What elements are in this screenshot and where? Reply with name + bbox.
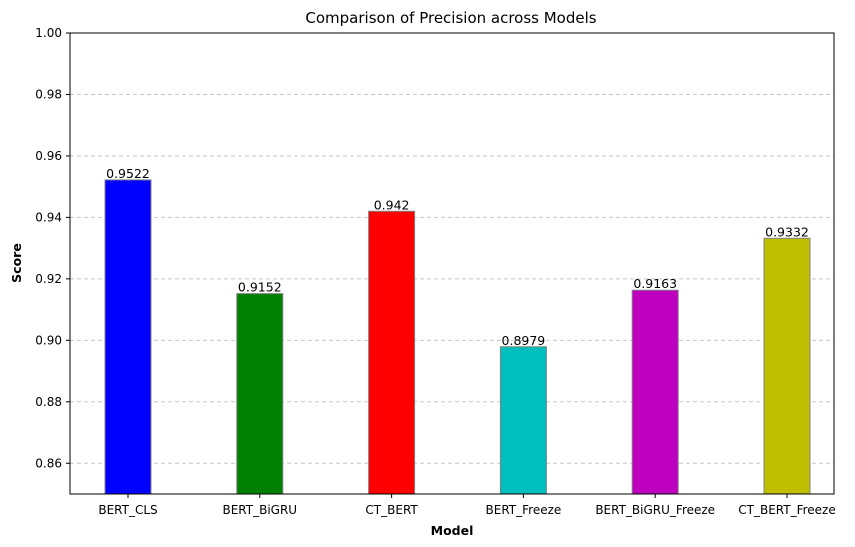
y-tick-label: 0.94 <box>35 210 62 224</box>
x-tick-label: BERT_BiGRU <box>222 503 297 517</box>
y-axis: 0.86 0.88 0.90 0.92 0.94 0.96 0.98 1.00 <box>35 26 70 470</box>
y-tick-label: 0.86 <box>35 456 62 470</box>
y-tick-label: 0.98 <box>35 87 62 101</box>
x-tick-label: BERT_Freeze <box>486 503 562 517</box>
y-tick-label: 0.92 <box>35 272 62 286</box>
y-tick-label: 0.88 <box>35 395 62 409</box>
bar-value-label: 0.9332 <box>765 224 809 239</box>
bar-value-label: 0.9522 <box>106 166 150 181</box>
bar-value-label: 0.942 <box>374 197 410 212</box>
bar-value-label: 0.9163 <box>633 276 677 291</box>
bars <box>104 179 811 495</box>
bar-value-label: 0.8979 <box>502 333 546 348</box>
x-tick-label: CT_BERT_Freeze <box>738 503 835 517</box>
y-axis-label: Score <box>9 243 24 283</box>
bar-bert-bigru <box>236 293 284 495</box>
y-tick-label: 0.96 <box>35 149 62 163</box>
chart-title: Comparison of Precision across Models <box>305 9 596 27</box>
y-tick-label: 1.00 <box>35 26 62 40</box>
x-tick-label: BERT_BiGRU_Freeze <box>595 503 715 517</box>
value-labels: 0.9522 0.9152 0.942 0.8979 0.9163 0.9332 <box>106 166 809 348</box>
bar-bert-freeze <box>499 346 547 495</box>
bar-ct-bert <box>368 210 416 495</box>
bar-bert-cls <box>104 179 152 495</box>
x-tick-label: BERT_CLS <box>98 503 157 517</box>
x-tick-label: CT_BERT <box>365 503 418 517</box>
bar-ct-bert-freeze <box>763 237 811 495</box>
y-tick-label: 0.90 <box>35 333 62 347</box>
bar-bert-bigru-freeze <box>631 289 679 495</box>
bar-value-label: 0.9152 <box>238 280 282 295</box>
plot-frame <box>69 32 835 495</box>
x-axis: BERT_CLS BERT_BiGRU CT_BERT BERT_Freeze BERT… <box>98 494 836 517</box>
grid <box>70 93 834 464</box>
x-axis-label: Model <box>431 523 474 538</box>
